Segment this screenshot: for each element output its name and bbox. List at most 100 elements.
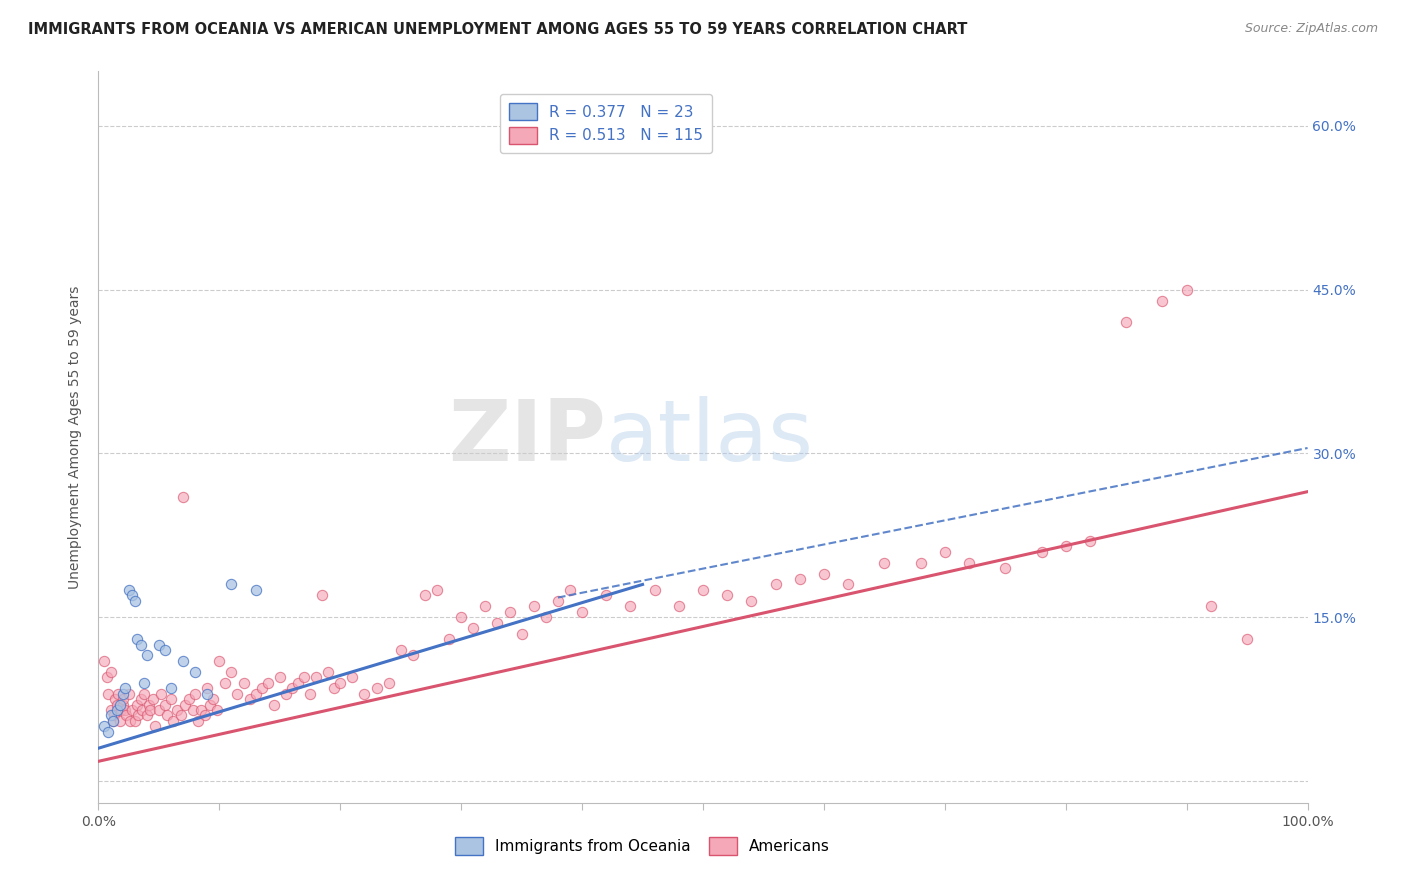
Point (299, 687, 322, 701)
Text: atlas: atlas (606, 395, 814, 479)
Point (1199, 599, 1222, 614)
Point (389, 643, 412, 657)
Point (127, 632, 149, 646)
Point (160, 681, 183, 695)
Point (121, 703, 143, 717)
Point (571, 605, 593, 619)
Point (118, 687, 141, 701)
Point (474, 599, 496, 614)
Point (139, 703, 162, 717)
Point (195, 687, 218, 701)
Point (105, 698, 128, 712)
Point (118, 714, 141, 728)
Point (131, 703, 153, 717)
Point (692, 582, 714, 597)
Point (148, 638, 170, 652)
Point (274, 687, 297, 701)
Point (377, 675, 399, 690)
Point (114, 703, 136, 717)
Point (245, 582, 267, 597)
Point (111, 698, 134, 712)
Point (287, 675, 309, 690)
Point (101, 714, 124, 728)
Point (873, 556, 896, 570)
Point (547, 594, 569, 608)
Point (765, 577, 787, 591)
Point (323, 681, 346, 695)
Point (108, 714, 131, 728)
Point (281, 681, 304, 695)
Point (402, 648, 425, 663)
Point (134, 675, 156, 690)
Point (118, 582, 141, 597)
Point (172, 654, 194, 668)
Point (129, 638, 152, 652)
Point (269, 670, 291, 684)
Legend: Immigrants from Oceania, Americans: Immigrants from Oceania, Americans (450, 831, 835, 861)
Point (138, 698, 160, 712)
Point (93, 654, 115, 668)
Point (100, 703, 122, 717)
Point (97, 687, 120, 701)
Point (150, 687, 173, 701)
Point (329, 675, 352, 690)
Point (101, 714, 124, 728)
Point (202, 692, 225, 706)
Point (534, 610, 557, 624)
Point (437, 632, 460, 646)
Point (292, 670, 315, 684)
Point (1236, 632, 1258, 646)
Point (463, 621, 485, 635)
Point (156, 708, 179, 723)
Point (740, 594, 762, 608)
Point (232, 675, 254, 690)
Point (239, 692, 262, 706)
Point (205, 703, 228, 717)
Point (450, 610, 472, 624)
Point (1152, 293, 1174, 308)
Point (1031, 545, 1053, 559)
Point (250, 681, 273, 695)
Point (934, 545, 956, 559)
Point (1175, 283, 1198, 297)
Point (104, 692, 127, 706)
Point (668, 599, 690, 614)
Point (353, 687, 375, 701)
Point (169, 708, 191, 723)
Point (107, 687, 129, 701)
Point (162, 714, 184, 728)
Point (160, 692, 183, 706)
Point (644, 582, 666, 597)
Point (111, 687, 134, 701)
Text: ZIP: ZIP (449, 395, 606, 479)
Point (595, 588, 617, 602)
Point (96, 670, 118, 684)
Point (148, 703, 170, 717)
Point (93, 719, 115, 733)
Point (245, 687, 267, 701)
Point (111, 692, 134, 706)
Point (498, 605, 520, 619)
Point (103, 708, 125, 723)
Point (1078, 533, 1101, 548)
Point (957, 556, 980, 570)
Point (124, 714, 146, 728)
Point (311, 588, 333, 602)
Point (619, 599, 641, 614)
Point (305, 670, 328, 684)
Point (486, 615, 509, 630)
Point (837, 577, 859, 591)
Point (342, 670, 364, 684)
Point (115, 708, 138, 723)
Point (166, 703, 188, 717)
Point (174, 698, 197, 712)
Point (221, 665, 243, 679)
Point (127, 698, 149, 712)
Point (184, 665, 207, 679)
Point (413, 588, 436, 602)
Point (172, 490, 194, 504)
Point (97, 724, 120, 739)
Y-axis label: Unemployment Among Ages 55 to 59 years: Unemployment Among Ages 55 to 59 years (69, 285, 83, 589)
Point (100, 665, 122, 679)
Point (910, 556, 932, 570)
